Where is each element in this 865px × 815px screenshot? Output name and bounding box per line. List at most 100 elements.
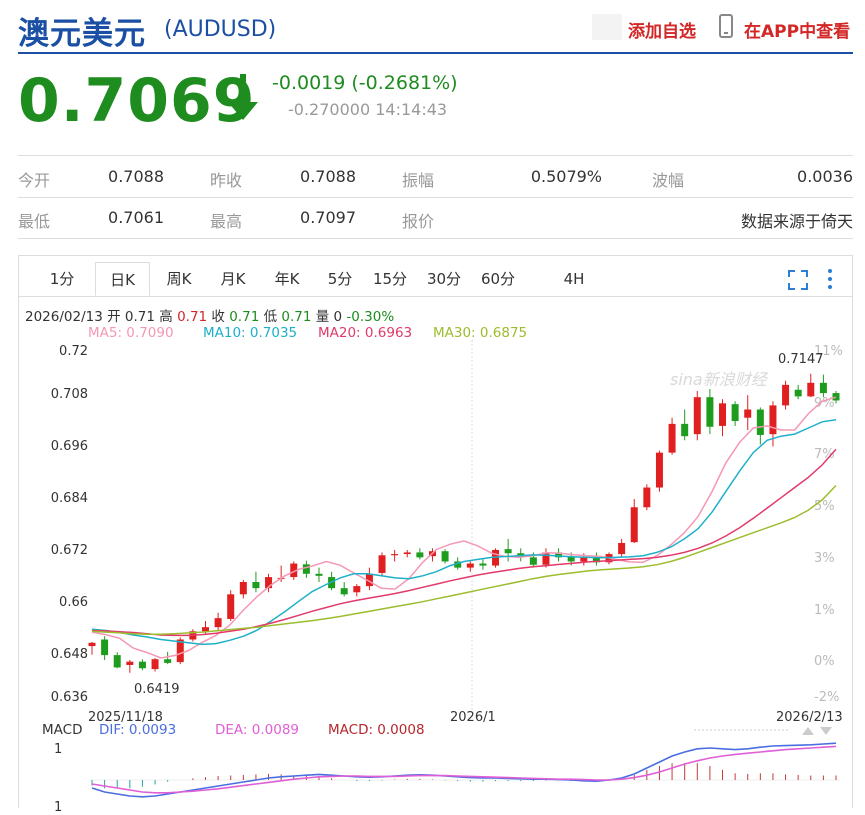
chart-panel: [18, 255, 853, 808]
candle-body[interactable]: [782, 384, 790, 406]
stat-label-amplitude: 振幅: [402, 171, 435, 190]
candle-body[interactable]: [832, 393, 840, 401]
candle-body[interactable]: [138, 661, 146, 669]
candle-body[interactable]: [454, 561, 462, 568]
candle-body[interactable]: [365, 573, 373, 587]
candle-body[interactable]: [378, 555, 386, 573]
candle-body[interactable]: [555, 552, 563, 558]
tab-30min[interactable]: 30分: [426, 270, 462, 288]
candle-body[interactable]: [239, 582, 247, 595]
candle-body[interactable]: [391, 554, 399, 556]
candle-body[interactable]: [668, 423, 676, 453]
info-pct: -0.30%: [346, 309, 395, 325]
tab-yearly[interactable]: 年K: [274, 270, 300, 288]
down-arrow-icon: [228, 74, 258, 120]
stat-value-low: 0.7061: [108, 208, 164, 227]
candle-body[interactable]: [441, 551, 449, 562]
view-in-app-button[interactable]: 在APP中查看: [744, 22, 851, 42]
candle-body[interactable]: [252, 582, 260, 589]
data-source: 数据来源于倚天: [740, 212, 853, 231]
candle-body[interactable]: [756, 409, 764, 435]
candle-body[interactable]: [681, 423, 689, 437]
info-open-label: 开: [107, 309, 121, 325]
candle-body[interactable]: [403, 552, 411, 555]
tab-60min[interactable]: 60分: [480, 270, 516, 288]
candle-body[interactable]: [340, 588, 348, 595]
candle-body[interactable]: [466, 563, 474, 568]
candle-body[interactable]: [731, 404, 739, 421]
candle-body[interactable]: [101, 639, 109, 656]
info-vol: 0: [333, 309, 343, 325]
candle-body[interactable]: [416, 552, 424, 558]
y-tick: 0.708: [50, 387, 88, 402]
candle-body[interactable]: [706, 397, 714, 427]
candle-body[interactable]: [164, 659, 172, 663]
phone-icon: [719, 14, 733, 38]
stat-label-high: 最高: [210, 212, 243, 231]
candle-body[interactable]: [630, 507, 638, 543]
candle-body[interactable]: [542, 552, 550, 565]
price-subline: -0.270000 14:14:43: [288, 100, 448, 119]
candle-body[interactable]: [794, 389, 802, 397]
more-options-icon[interactable]: [825, 268, 835, 290]
candle-body[interactable]: [201, 627, 209, 632]
candle-body[interactable]: [113, 655, 121, 668]
macd-tick: 1: [54, 742, 63, 757]
y-tick: 0.72: [59, 344, 88, 359]
candle-body[interactable]: [643, 487, 651, 508]
candle-body[interactable]: [126, 661, 134, 665]
candle-body[interactable]: [693, 397, 701, 435]
ma-line-ma20: [91, 448, 837, 637]
info-date: 2026/02/13: [25, 309, 103, 325]
info-low: 0.71: [281, 309, 312, 325]
tab-15min[interactable]: 15分: [372, 270, 408, 288]
stat-value-volatility: 0.0036: [797, 167, 853, 186]
candle-body[interactable]: [580, 557, 588, 562]
macd-title: MACD: [42, 722, 83, 738]
info-open: 0.71: [124, 309, 155, 325]
candle-body[interactable]: [290, 563, 298, 578]
tab-5min[interactable]: 5分: [327, 270, 353, 288]
tab-daily[interactable]: 日K: [95, 262, 150, 296]
candle-body[interactable]: [315, 573, 323, 576]
tab-weekly[interactable]: 周K: [166, 270, 192, 288]
tab-monthly[interactable]: 月K: [220, 270, 246, 288]
dif-legend: DIF: 0.0093: [99, 722, 177, 738]
candle-body[interactable]: [618, 542, 626, 555]
candle-body[interactable]: [529, 557, 537, 565]
tab-1min[interactable]: 1分: [49, 270, 75, 288]
candle-body[interactable]: [567, 556, 575, 562]
pct-tick: 11%: [814, 344, 843, 359]
tab-4h[interactable]: 4H: [563, 270, 585, 288]
candle-body[interactable]: [302, 564, 310, 574]
ma-line-ma5: [91, 396, 837, 659]
candle-body[interactable]: [504, 549, 512, 554]
pct-tick: 1%: [814, 603, 835, 618]
period-tabs: 1分 日K 周K 月K 年K 5分 15分 30分 60分 4H: [19, 262, 852, 297]
candle-body[interactable]: [807, 382, 815, 397]
candle-body[interactable]: [655, 452, 663, 488]
ma10-legend: MA10: 0.7035: [203, 325, 298, 341]
candle-body[interactable]: [769, 405, 777, 435]
candle-body[interactable]: [227, 594, 235, 619]
candle-body[interactable]: [88, 642, 96, 647]
candle-body[interactable]: [479, 563, 487, 566]
candle-body[interactable]: [151, 659, 159, 670]
stats-table: 今开 0.7088 昨收 0.7088 振幅 0.5079% 波幅 0.0036…: [18, 155, 853, 240]
stat-value-amplitude: 0.5079%: [530, 167, 602, 186]
candle-body[interactable]: [592, 557, 600, 563]
dif-line: [91, 742, 837, 798]
candle-body[interactable]: [214, 618, 222, 628]
candle-body[interactable]: [265, 577, 273, 589]
ma-line-ma30: [91, 484, 837, 635]
stat-label-volatility: 波幅: [652, 171, 685, 190]
candle-body[interactable]: [353, 586, 361, 593]
candle-body[interactable]: [719, 403, 727, 426]
candle-body[interactable]: [819, 382, 827, 394]
add-favorite-button[interactable]: 添加自选: [628, 22, 696, 42]
search-box[interactable]: [592, 14, 622, 40]
candlestick-chart[interactable]: sina新浪财经 0.7147 0.6419: [0, 340, 865, 712]
candle-body[interactable]: [744, 409, 752, 418]
candle-body[interactable]: [176, 639, 184, 663]
fullscreen-icon[interactable]: [787, 269, 809, 291]
